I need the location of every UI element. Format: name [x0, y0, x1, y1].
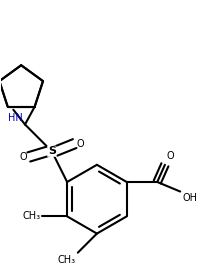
Text: HN: HN	[8, 113, 23, 123]
Text: CH₃: CH₃	[58, 255, 76, 265]
Text: S: S	[48, 146, 56, 156]
Text: OH: OH	[182, 193, 197, 203]
Text: CH₃: CH₃	[22, 211, 40, 221]
Text: O: O	[167, 151, 174, 161]
Text: O: O	[19, 152, 27, 162]
Text: O: O	[77, 139, 84, 148]
